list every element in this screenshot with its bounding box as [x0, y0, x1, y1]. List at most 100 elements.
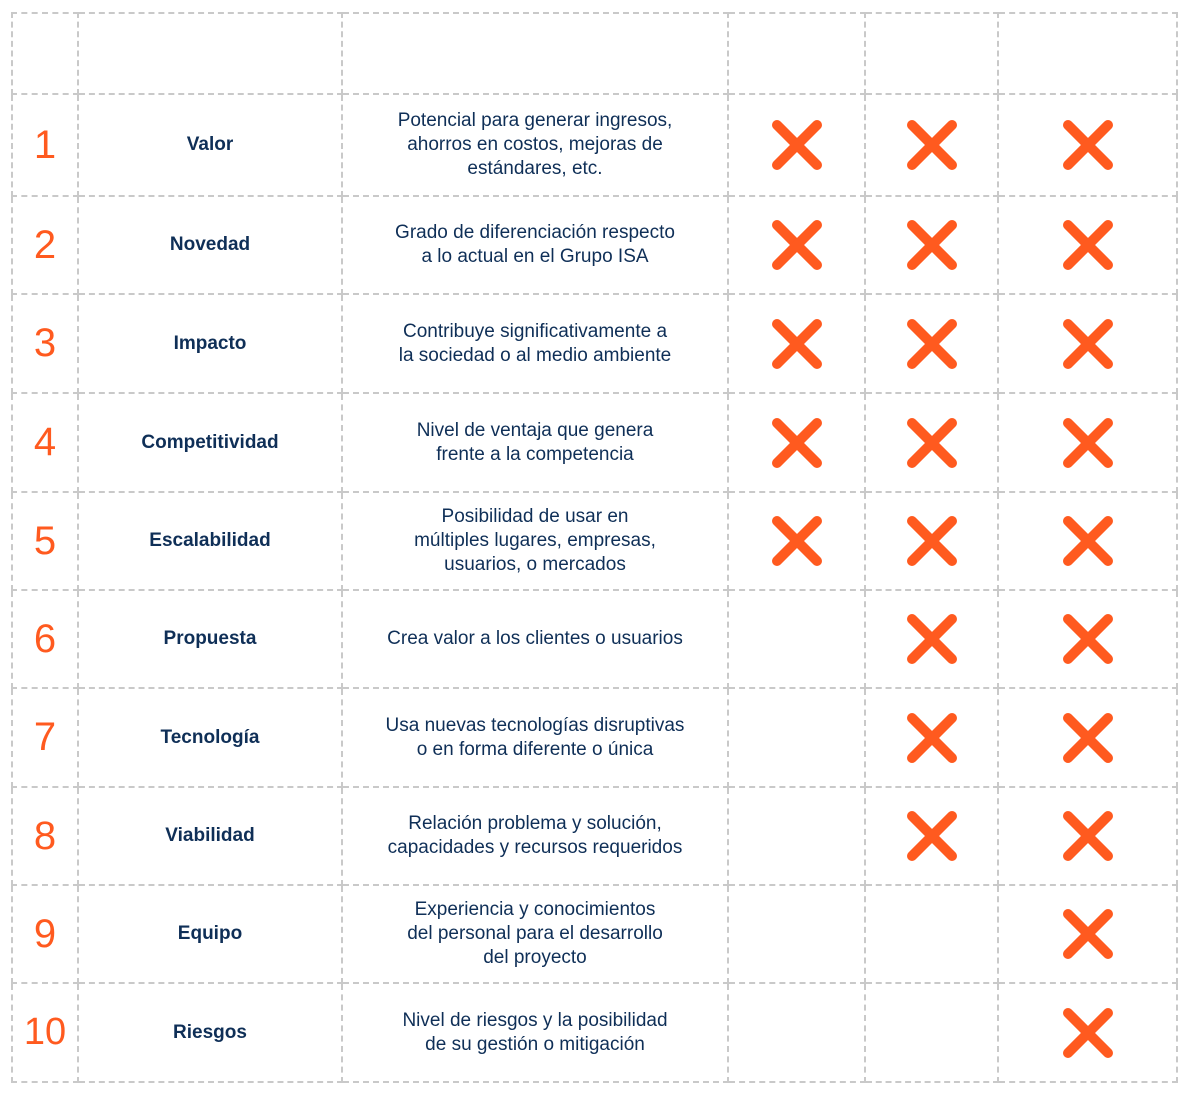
- x-mark-icon: [1062, 318, 1113, 369]
- x-mark-icon: [906, 120, 957, 170]
- criterion-name: Propuesta: [163, 628, 257, 649]
- stage-2-cell: [864, 982, 999, 1083]
- criterion-name: Escalabilidad: [149, 530, 271, 551]
- x-mark-icon: [906, 318, 957, 369]
- criterion-cell: Riesgos: [77, 982, 343, 1083]
- x-mark-icon: [1062, 909, 1113, 959]
- x-mark-icon: [771, 220, 822, 270]
- criterion-cell: Propuesta: [77, 589, 343, 689]
- description-cell: Contribuye significativamente a la socie…: [341, 293, 729, 394]
- row-number-cell: 4: [11, 392, 79, 493]
- stage-2-cell: [864, 93, 999, 197]
- row-number-cell: 9: [11, 884, 79, 984]
- criterion-cell: Novedad: [77, 195, 343, 295]
- stage-2-cell: [864, 195, 999, 295]
- table-row: 9 Equipo Experiencia y conocimientos del p…: [11, 884, 1178, 984]
- stage-1-cell: [727, 293, 866, 394]
- description-cell: Crea valor a los clientes o usuarios: [341, 589, 729, 689]
- criterion-description: Contribuye significativamente a la socie…: [398, 320, 672, 366]
- row-number: 9: [33, 911, 57, 956]
- row-number: 4: [33, 420, 57, 464]
- criterion-name: Equipo: [177, 923, 243, 944]
- criteria-table: 1 Valor Potencial para generar ingresos, a…: [11, 12, 1178, 1083]
- row-number-cell: 3: [11, 293, 79, 394]
- table-row: 10 Riesgos Nivel de riesgos y la posibilid…: [11, 982, 1178, 1083]
- stage-2-cell: [864, 786, 999, 886]
- row-number: 1: [33, 122, 57, 167]
- row-number-cell: 8: [11, 786, 79, 886]
- row-number-cell: 7: [11, 687, 79, 788]
- description-cell: Usa nuevas tecnologías disruptivas o en …: [341, 687, 729, 788]
- description-cell: Experiencia y conocimientos del personal…: [341, 884, 729, 984]
- x-mark-icon: [1062, 614, 1113, 664]
- row-number: 8: [33, 813, 57, 858]
- criterion-description: Nivel de ventaja que genera frente a la …: [416, 419, 654, 465]
- criterion-cell: Tecnología: [77, 687, 343, 788]
- criterion-name: Riesgos: [173, 1021, 247, 1043]
- criteria-table-body: 1 Valor Potencial para generar ingresos, a…: [11, 12, 1178, 1083]
- row-number-cell: 5: [11, 491, 79, 591]
- criterion-cell: Equipo: [77, 884, 343, 984]
- header-cell-number: [11, 12, 79, 95]
- x-mark-icon: [1062, 220, 1113, 270]
- stage-1-cell: [727, 392, 866, 493]
- table-row: 7 Tecnología Usa nuevas tecnologías disrup…: [11, 687, 1178, 788]
- stage-1-cell: [727, 491, 866, 591]
- criterion-description: Crea valor a los clientes o usuarios: [387, 628, 683, 649]
- criterion-description: Experiencia y conocimientos del personal…: [407, 899, 663, 968]
- stage-2-cell: [864, 392, 999, 493]
- criterion-name: Viabilidad: [165, 825, 255, 846]
- stage-2-cell: [864, 687, 999, 788]
- stage-3-cell: [997, 589, 1178, 689]
- stage-3-cell: [997, 93, 1178, 197]
- criterion-name: Valor: [186, 134, 234, 155]
- description-cell: Posibilidad de usar en múltiples lugares…: [341, 491, 729, 591]
- x-mark-icon: [906, 417, 957, 468]
- stage-1-cell: [727, 786, 866, 886]
- row-number-cell: 2: [11, 195, 79, 295]
- header-cell-stage-3: [997, 12, 1178, 95]
- x-mark-icon: [906, 220, 957, 270]
- x-mark-icon: [906, 811, 957, 861]
- criterion-description: Usa nuevas tecnologías disruptivas o en …: [385, 714, 685, 760]
- stage-1-cell: [727, 93, 866, 197]
- row-number: 10: [23, 1011, 67, 1053]
- header-cell-criterion: [77, 12, 343, 95]
- x-mark-icon: [771, 417, 822, 468]
- row-number-cell: 10: [11, 982, 79, 1083]
- x-mark-icon: [906, 516, 957, 566]
- stage-2-cell: [864, 589, 999, 689]
- stage-3-cell: [997, 195, 1178, 295]
- table-header-row: [11, 12, 1178, 95]
- stage-1-cell: [727, 687, 866, 788]
- x-mark-icon: [1062, 811, 1113, 861]
- row-number-cell: 1: [11, 93, 79, 197]
- x-mark-icon: [771, 516, 822, 566]
- header-cell-description: [341, 12, 729, 95]
- x-mark-icon: [906, 712, 957, 763]
- description-cell: Nivel de riesgos y la posibilidad de su …: [341, 982, 729, 1083]
- row-number: 3: [33, 321, 57, 365]
- stage-1-cell: [727, 982, 866, 1083]
- table-row: 1 Valor Potencial para generar ingresos, a…: [11, 93, 1178, 197]
- table-row: 8 Viabilidad Relación problema y solución,…: [11, 786, 1178, 886]
- row-number: 5: [33, 518, 57, 563]
- table-row: 3 Impacto Contribuye significativamente a …: [11, 293, 1178, 394]
- table-row: 5 Escalabilidad Posibilidad de usar en múl…: [11, 491, 1178, 591]
- stage-2-cell: [864, 884, 999, 984]
- row-number: 6: [33, 616, 57, 661]
- stage-3-cell: [997, 392, 1178, 493]
- stage-2-cell: [864, 491, 999, 591]
- criterion-description: Posibilidad de usar en múltiples lugares…: [414, 506, 656, 575]
- criterion-name: Novedad: [169, 234, 251, 255]
- table-row: 4 Competitividad Nivel de ventaja que gene…: [11, 392, 1178, 493]
- stage-3-cell: [997, 982, 1178, 1083]
- stage-1-cell: [727, 195, 866, 295]
- description-cell: Relación problema y solución, capacidade…: [341, 786, 729, 886]
- description-cell: Nivel de ventaja que genera frente a la …: [341, 392, 729, 493]
- x-mark-icon: [1062, 120, 1113, 170]
- x-mark-icon: [771, 120, 822, 170]
- x-mark-icon: [1062, 417, 1113, 468]
- row-number: 2: [33, 222, 57, 267]
- criterion-cell: Competitividad: [77, 392, 343, 493]
